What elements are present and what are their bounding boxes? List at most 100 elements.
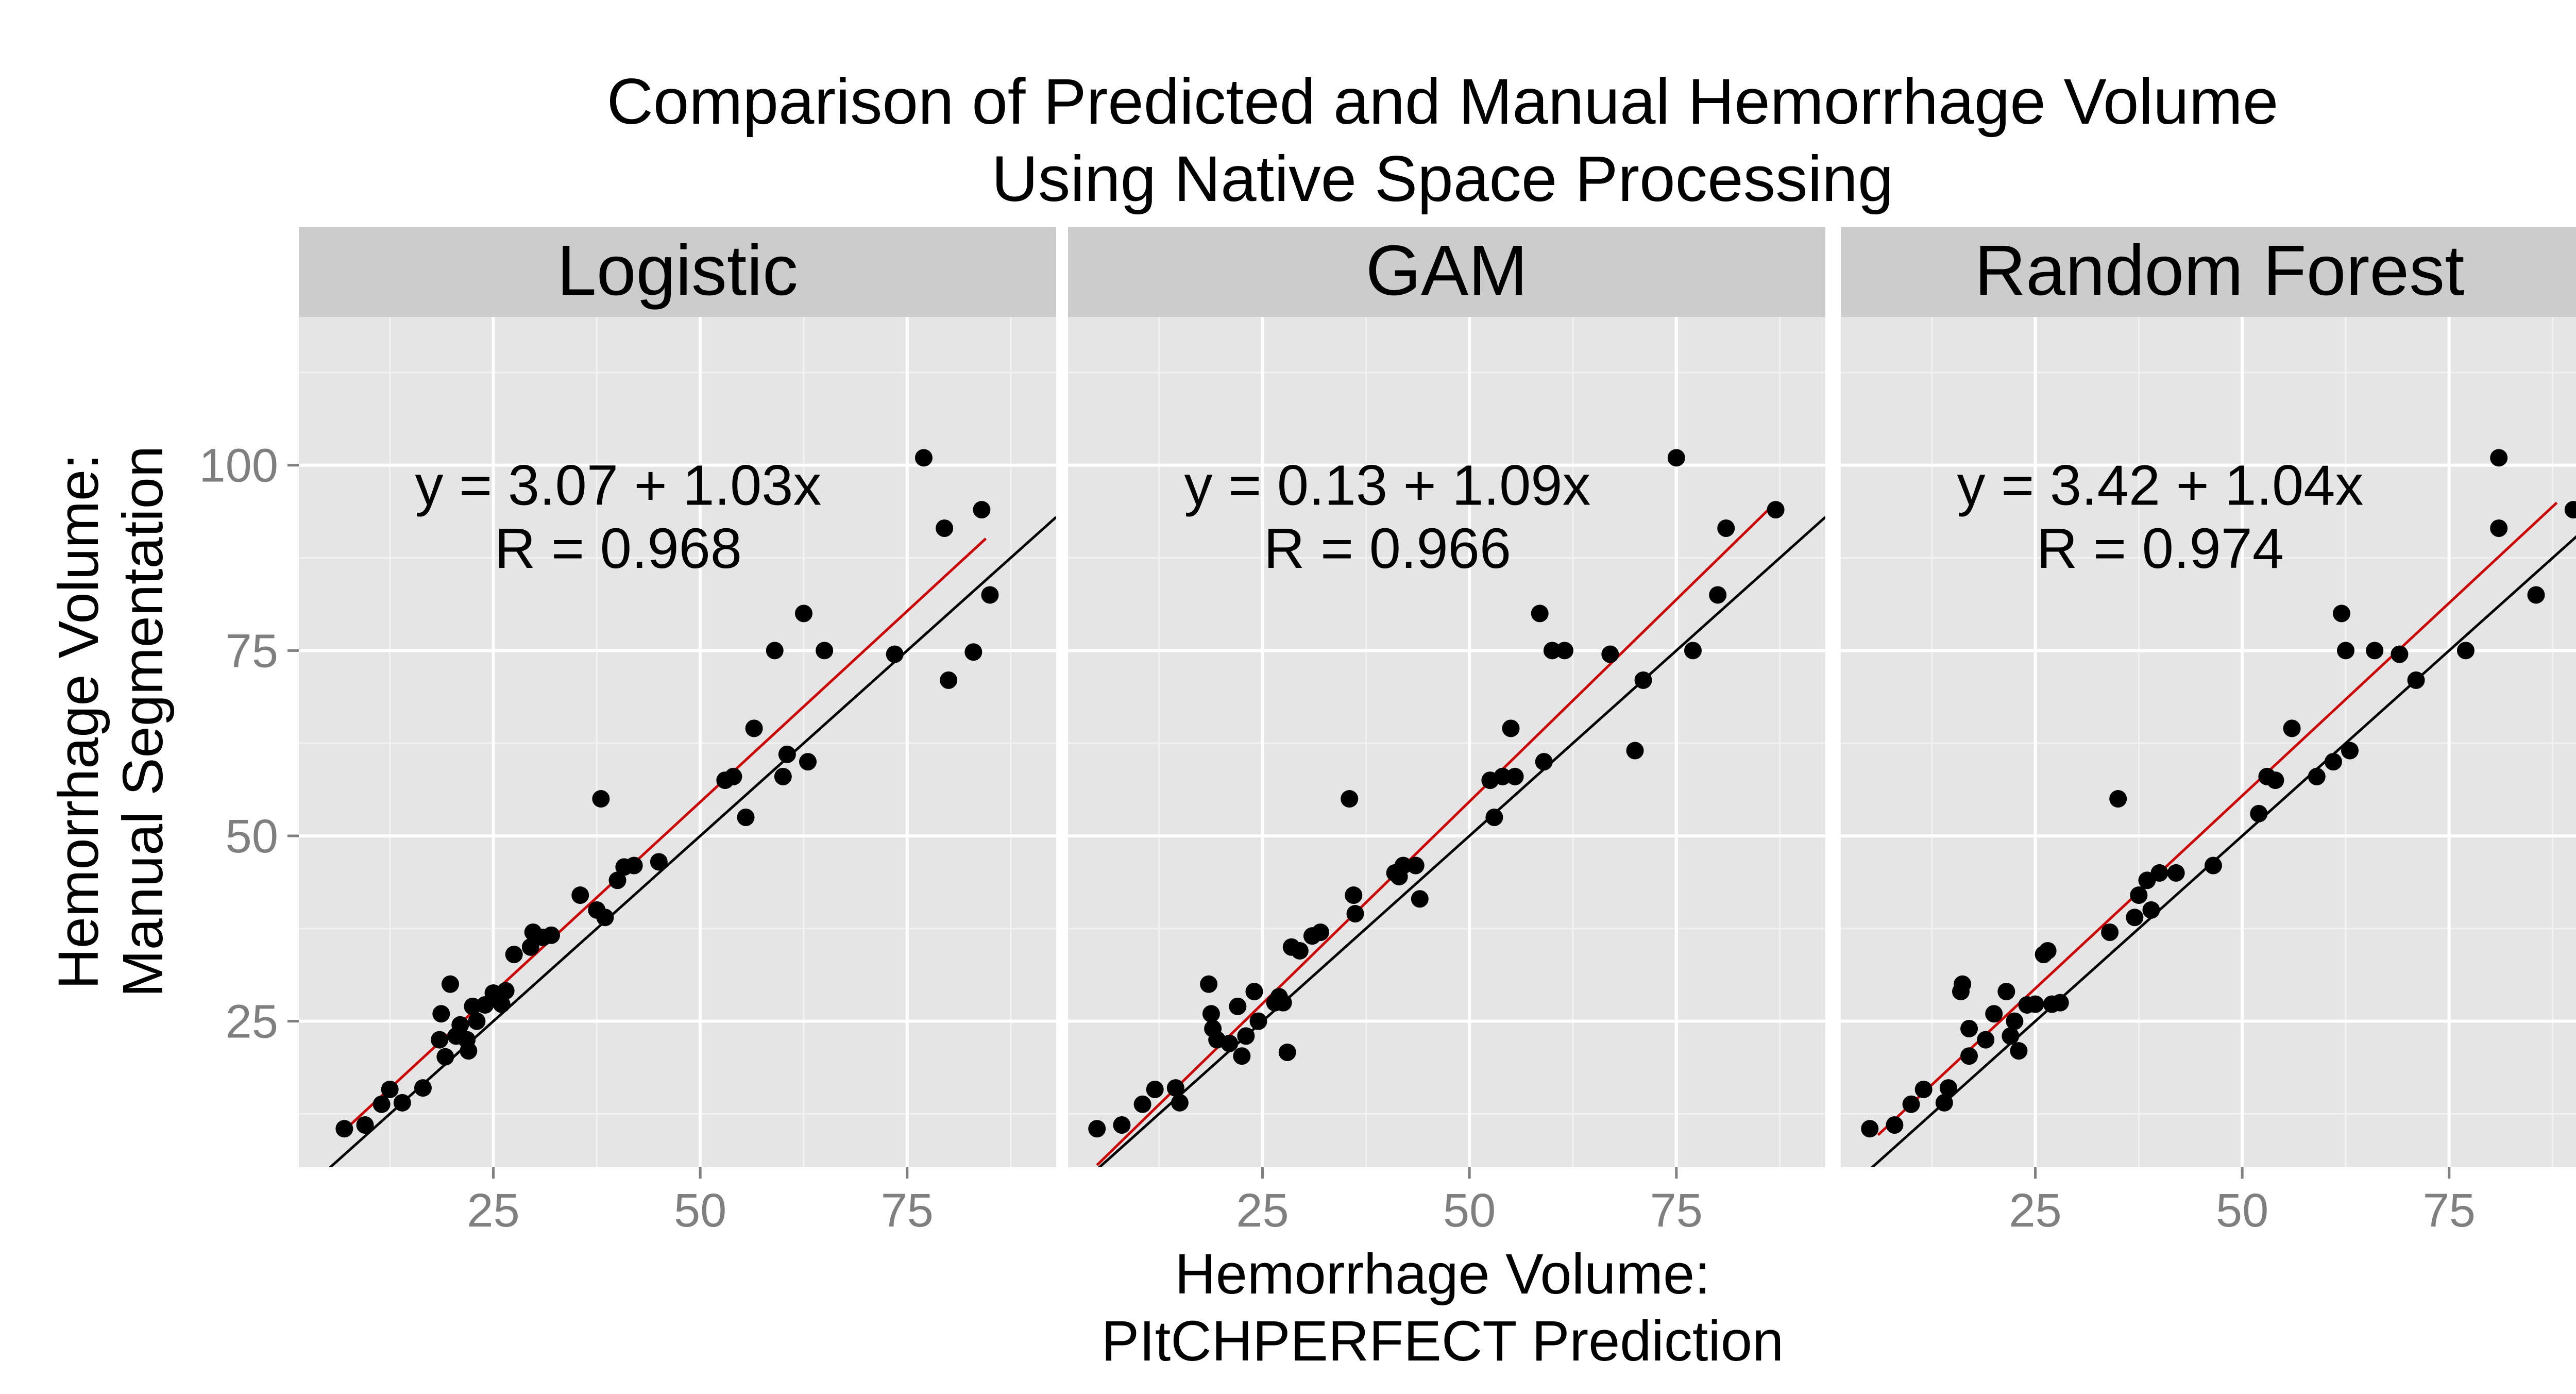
data-point: [1502, 719, 1520, 737]
chart-title-line2: Using Native Space Processing: [992, 143, 1894, 215]
data-point: [973, 501, 990, 518]
data-point: [2130, 886, 2147, 904]
x-axis-label-line2: PItCHPERFECT Prediction: [1101, 1309, 1784, 1373]
data-point: [2151, 864, 2168, 882]
data-point: [816, 642, 833, 659]
data-point: [940, 671, 957, 689]
panel-background: [1841, 317, 2576, 1167]
data-point: [1684, 642, 1702, 659]
data-point: [1960, 1047, 1978, 1065]
regression-equation-label: y = 0.13 + 1.09x: [1184, 454, 1591, 517]
data-point: [2250, 805, 2267, 822]
data-point: [795, 604, 812, 622]
data-point: [2528, 586, 2545, 603]
data-point: [357, 1116, 374, 1134]
y-axis-label-line2: Manual Segmentation: [111, 446, 175, 997]
x-tick-label: 75: [1650, 1184, 1703, 1237]
panel-background: [299, 317, 1056, 1167]
data-point: [745, 719, 763, 737]
y-axis-label-line1: Hemorrhage Volume:: [47, 454, 110, 989]
data-point: [1940, 1079, 1957, 1097]
data-point: [1767, 501, 1785, 518]
data-point: [2308, 768, 2326, 785]
data-point: [432, 1005, 450, 1022]
data-point: [2391, 646, 2408, 663]
data-point: [2109, 790, 2127, 808]
data-point: [2490, 519, 2507, 537]
data-point: [1635, 671, 1652, 689]
data-point: [1237, 1027, 1255, 1045]
data-point: [1233, 1047, 1250, 1065]
data-point: [1903, 1096, 1920, 1113]
data-point: [436, 1048, 454, 1066]
data-point: [1229, 998, 1246, 1015]
data-point: [2333, 604, 2350, 622]
panel-background: [1068, 317, 1825, 1167]
correlation-label: R = 0.974: [2037, 517, 2284, 580]
data-point: [1954, 976, 1971, 993]
correlation-label: R = 0.968: [495, 517, 742, 580]
data-point: [335, 1120, 353, 1137]
data-point: [1915, 1081, 1933, 1098]
data-point: [1245, 983, 1263, 1000]
data-point: [981, 586, 998, 603]
data-point: [1886, 1116, 1903, 1134]
data-point: [373, 1096, 391, 1113]
data-point: [724, 768, 742, 785]
data-point: [2490, 449, 2507, 466]
data-point: [1960, 1020, 1978, 1037]
data-point: [2408, 671, 2425, 689]
regression-equation-label: y = 3.42 + 1.04x: [1957, 454, 2364, 517]
data-point: [2325, 753, 2342, 770]
data-point: [442, 976, 459, 993]
data-point: [468, 1013, 485, 1030]
data-point: [1407, 857, 1425, 875]
data-point: [2341, 742, 2359, 760]
y-tick-label: 25: [226, 996, 278, 1048]
data-point: [915, 449, 933, 466]
data-point: [2337, 642, 2354, 659]
data-point: [778, 746, 796, 763]
data-point: [2002, 1027, 2019, 1045]
data-point: [737, 809, 755, 826]
data-point: [1200, 976, 1217, 993]
data-point: [1717, 519, 1735, 537]
data-point: [2457, 642, 2475, 659]
facet-strip-label: Logistic: [557, 231, 798, 310]
data-point: [1312, 923, 1329, 941]
y-tick-label: 75: [226, 625, 278, 677]
data-point: [766, 642, 784, 659]
data-point: [1275, 994, 1292, 1012]
data-point: [414, 1079, 432, 1097]
x-tick-label: 25: [2009, 1184, 2061, 1237]
data-point: [1556, 642, 1573, 659]
data-point: [2205, 857, 2222, 875]
data-point: [394, 1094, 411, 1112]
data-point: [592, 790, 609, 808]
facet-strip-label: GAM: [1366, 231, 1528, 310]
data-point: [799, 753, 817, 770]
data-point: [431, 1031, 448, 1049]
data-point: [381, 1081, 399, 1098]
data-point: [2142, 901, 2160, 919]
data-point: [2126, 909, 2143, 926]
data-point: [1250, 1013, 1267, 1030]
chart-title-line1: Comparison of Predicted and Manual Hemor…: [607, 66, 2279, 138]
data-point: [1601, 646, 1619, 663]
facet-strip-label: Random Forest: [1974, 231, 2464, 310]
data-point: [1985, 1005, 2003, 1022]
data-point: [1113, 1116, 1130, 1134]
x-tick-label: 50: [1443, 1184, 1496, 1237]
data-point: [596, 909, 614, 926]
data-point: [1709, 586, 1726, 603]
data-point: [774, 768, 792, 785]
data-point: [1345, 886, 1362, 904]
data-point: [1411, 890, 1429, 908]
data-point: [543, 927, 560, 944]
